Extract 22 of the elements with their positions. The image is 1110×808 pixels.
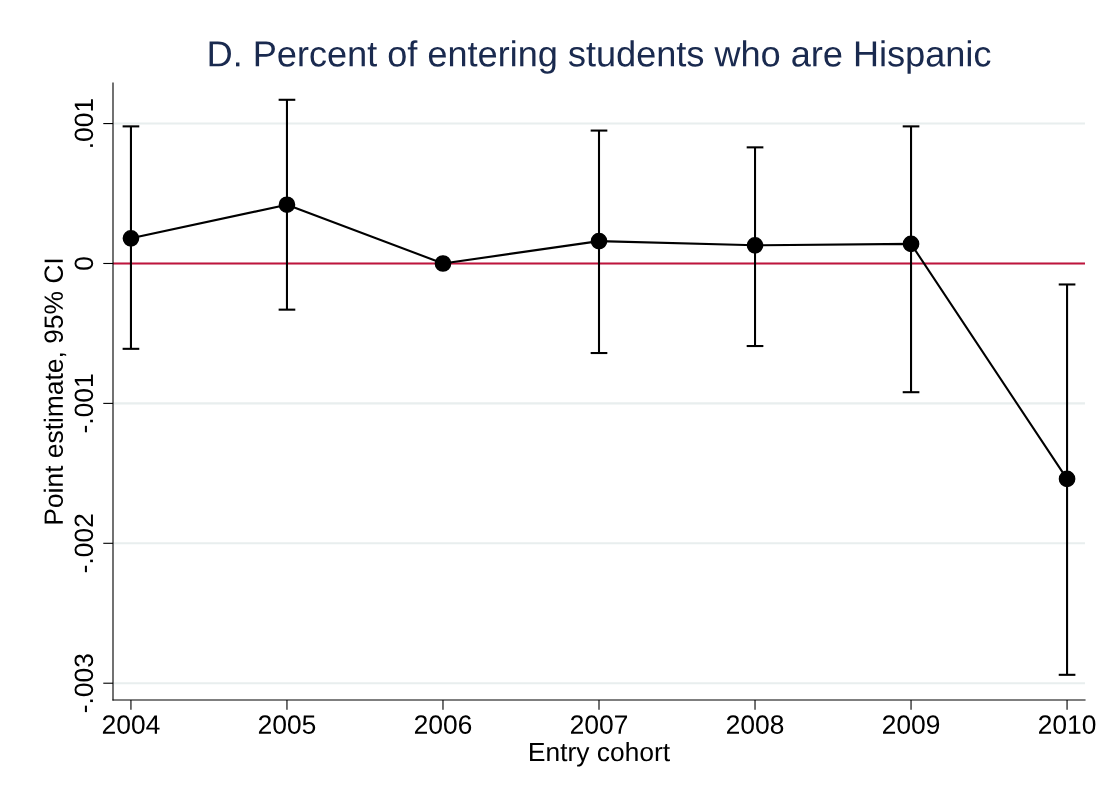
point	[1058, 470, 1076, 488]
point	[746, 236, 764, 254]
x-tick-label: 2010	[1039, 715, 1096, 734]
point	[122, 229, 140, 247]
y-tick-label: .001	[74, 99, 94, 147]
point	[278, 196, 296, 214]
y-tick-label: -.002	[74, 514, 94, 573]
x-axis-title: Entry cohort	[530, 741, 670, 767]
x-tick-label: 2006	[414, 715, 472, 734]
y-axis-title: Point estimate, 95% CI	[43, 259, 67, 524]
x-tick-label: 2004	[102, 715, 160, 734]
y-tick-label: -.001	[74, 374, 94, 433]
point	[902, 235, 920, 253]
point	[434, 255, 452, 272]
x-tick-label: 2007	[570, 715, 628, 734]
x-tick-label: 2009	[883, 715, 940, 734]
x-tick-label: 2008	[727, 715, 784, 734]
point	[590, 232, 608, 250]
chart-title: D. Percent of entering students who are Hispanic	[209, 40, 991, 74]
x-tick-label: 2005	[258, 715, 316, 734]
y-tick-label: 0	[74, 257, 94, 270]
y-tick-label: -.003	[74, 654, 94, 713]
